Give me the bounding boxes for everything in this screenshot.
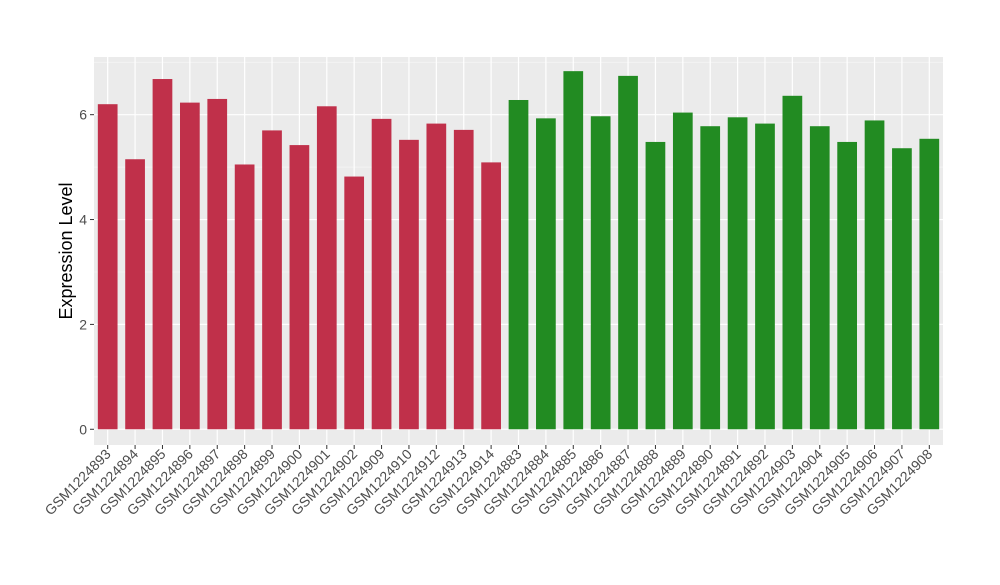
bar <box>782 95 803 430</box>
bar <box>316 106 337 430</box>
bar <box>207 98 228 430</box>
bar <box>262 130 282 430</box>
bar <box>371 118 392 430</box>
bar <box>426 123 447 430</box>
bar <box>152 79 173 430</box>
bar <box>864 120 885 430</box>
bar <box>809 126 830 430</box>
bar <box>508 99 529 430</box>
y-tick-label: 6 <box>79 107 87 123</box>
bar <box>453 129 474 430</box>
y-tick-label: 0 <box>79 421 87 437</box>
bar <box>536 118 556 430</box>
bar <box>837 141 858 430</box>
bar <box>892 148 912 430</box>
bar <box>919 138 940 430</box>
bar <box>399 139 419 430</box>
bar <box>179 102 200 430</box>
bar <box>700 126 721 430</box>
bar <box>289 145 310 430</box>
y-tick-label: 4 <box>79 212 87 228</box>
bar <box>727 117 748 430</box>
bar <box>618 75 638 430</box>
bar <box>563 71 584 430</box>
y-axis-label: Expression Level <box>56 182 76 319</box>
bar <box>125 159 145 430</box>
bar <box>755 123 775 430</box>
bar <box>672 112 693 430</box>
y-tick-label: 2 <box>79 316 87 332</box>
bar <box>590 116 611 430</box>
bar <box>481 162 501 430</box>
bar <box>344 176 365 430</box>
bar <box>234 164 255 430</box>
bar <box>97 104 118 430</box>
bar <box>645 141 666 430</box>
